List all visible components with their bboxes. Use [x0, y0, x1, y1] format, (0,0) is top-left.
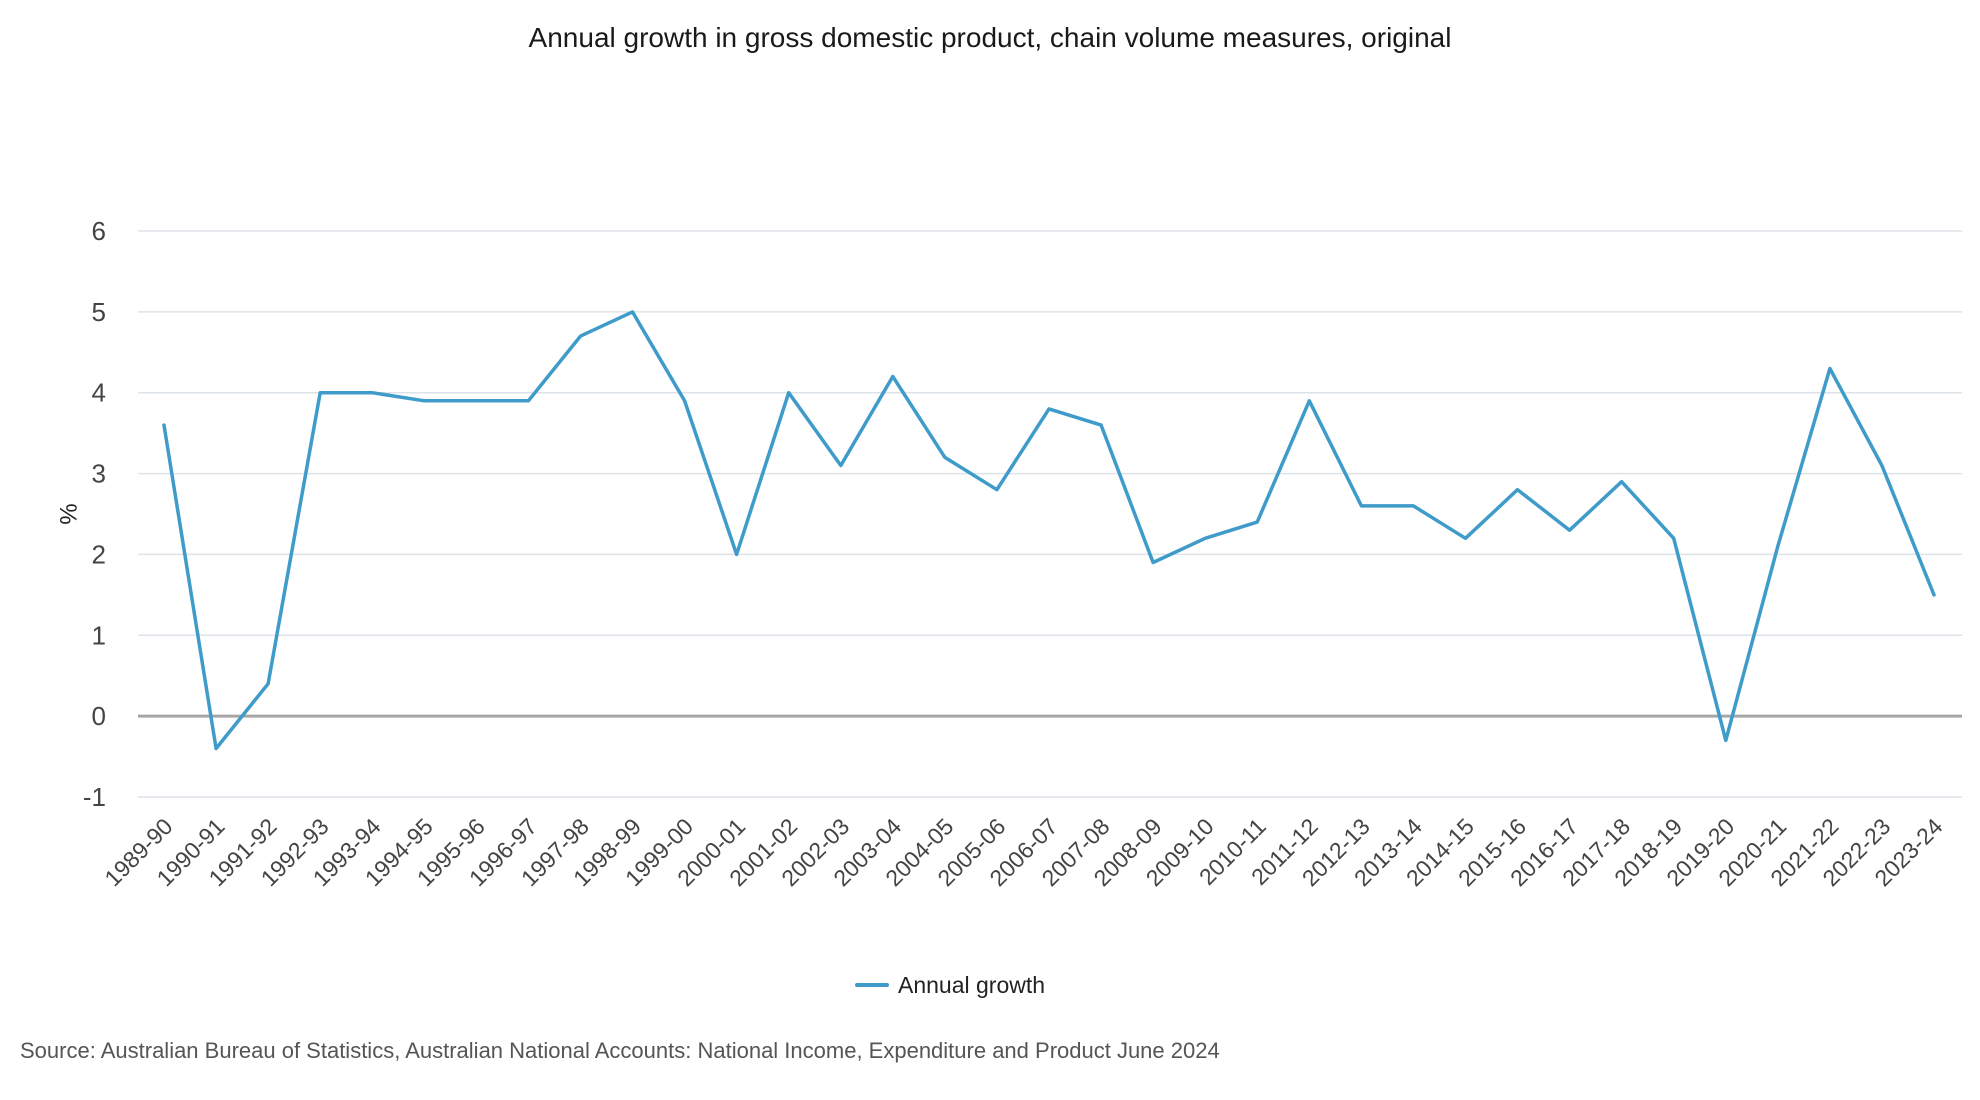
data-point	[1721, 735, 1731, 745]
y-tick-label: -1	[83, 782, 106, 812]
y-tick-label: 4	[92, 378, 106, 408]
data-point	[263, 679, 273, 689]
data-point	[1252, 517, 1262, 527]
data-point	[523, 396, 533, 406]
data-point	[1044, 404, 1054, 414]
data-point	[211, 744, 221, 754]
data-point	[1200, 533, 1210, 543]
y-tick-label: 6	[92, 216, 106, 246]
legend-item[interactable]: Annual growth	[855, 972, 1045, 998]
gridlines	[138, 230, 1962, 798]
data-point	[1304, 396, 1314, 406]
data-point	[1617, 477, 1627, 487]
data-point	[992, 485, 1002, 495]
data-point	[732, 549, 742, 559]
legend[interactable]: Annual growth	[855, 972, 1045, 998]
y-axis: 6 5 4 3 2 1 0 -1%	[54, 216, 106, 812]
data-point	[1461, 533, 1471, 543]
y-tick-label: 5	[92, 297, 106, 327]
data-point	[1408, 501, 1418, 511]
source-note: Source: Australian Bureau of Statistics,…	[20, 1038, 1220, 1063]
data-point	[1096, 420, 1106, 430]
legend-label: Annual growth	[898, 972, 1045, 998]
data-point	[1825, 364, 1835, 374]
data-point	[836, 461, 846, 471]
data-point	[419, 396, 429, 406]
data-point	[367, 388, 377, 398]
chart-title: Annual growth in gross domestic product,…	[528, 22, 1452, 53]
data-point	[1148, 558, 1158, 568]
data-point	[1929, 590, 1939, 600]
data-point	[680, 396, 690, 406]
data-point	[576, 331, 586, 341]
y-tick-label: 0	[92, 701, 106, 731]
data-point	[1669, 533, 1679, 543]
data-point	[1565, 525, 1575, 535]
y-axis-title: %	[54, 503, 81, 524]
y-tick-label: 1	[92, 620, 106, 650]
series-line	[162, 310, 1936, 751]
y-tick-label: 2	[92, 539, 106, 569]
data-point	[784, 388, 794, 398]
data-point	[159, 420, 169, 430]
data-point	[471, 396, 481, 406]
data-point	[315, 388, 325, 398]
y-tick-label: 3	[92, 459, 106, 489]
x-axis: 1989-901990-911991-921992-931993-941994-…	[99, 813, 1947, 891]
data-point	[1773, 541, 1783, 551]
data-point	[888, 372, 898, 382]
series-layer	[159, 307, 1939, 754]
data-point	[1356, 501, 1366, 511]
data-point	[1877, 461, 1887, 471]
data-point	[628, 307, 638, 317]
data-point	[1513, 485, 1523, 495]
data-point	[940, 452, 950, 462]
